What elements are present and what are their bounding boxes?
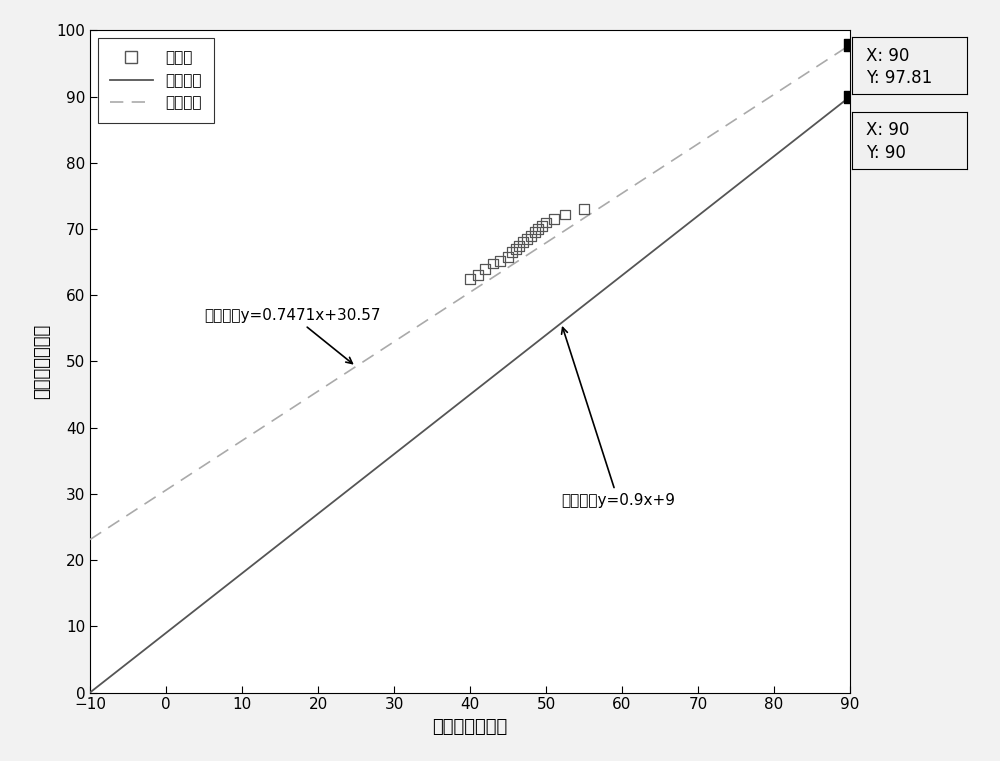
实测点 [534,220,550,232]
Point [842,39,858,51]
实测点 [530,223,546,235]
实测点 [557,209,573,221]
实测点 [515,236,531,248]
实测点 [508,243,524,255]
实测点 [523,230,539,242]
实测点 [546,213,562,225]
Legend: 实测点, 标准直线, 拟合直线: 实测点, 标准直线, 拟合直线 [98,38,214,123]
X-axis label: 油温（摄氏度）: 油温（摄氏度） [432,718,508,736]
Text: Y: 97.81: Y: 97.81 [866,69,932,88]
实测点 [470,269,486,282]
实测点 [462,272,478,285]
实测点 [504,246,520,258]
Text: X: 90: X: 90 [866,46,909,65]
Text: 标准直线y=0.9x+9: 标准直线y=0.9x+9 [561,327,675,508]
实测点 [527,226,543,238]
Text: Y: 90: Y: 90 [866,144,906,162]
Text: X: 90: X: 90 [866,121,909,139]
实测点 [492,255,508,267]
实测点 [477,263,493,275]
Point [842,91,858,103]
实测点 [485,257,501,269]
实测点 [500,251,516,263]
实测点 [538,216,554,228]
Y-axis label: 油位（百分比）: 油位（百分比） [33,324,51,399]
实测点 [576,203,592,215]
实测点 [519,233,535,245]
Text: 拟合直线y=0.7471x+30.57: 拟合直线y=0.7471x+30.57 [204,307,380,364]
实测点 [511,240,527,252]
